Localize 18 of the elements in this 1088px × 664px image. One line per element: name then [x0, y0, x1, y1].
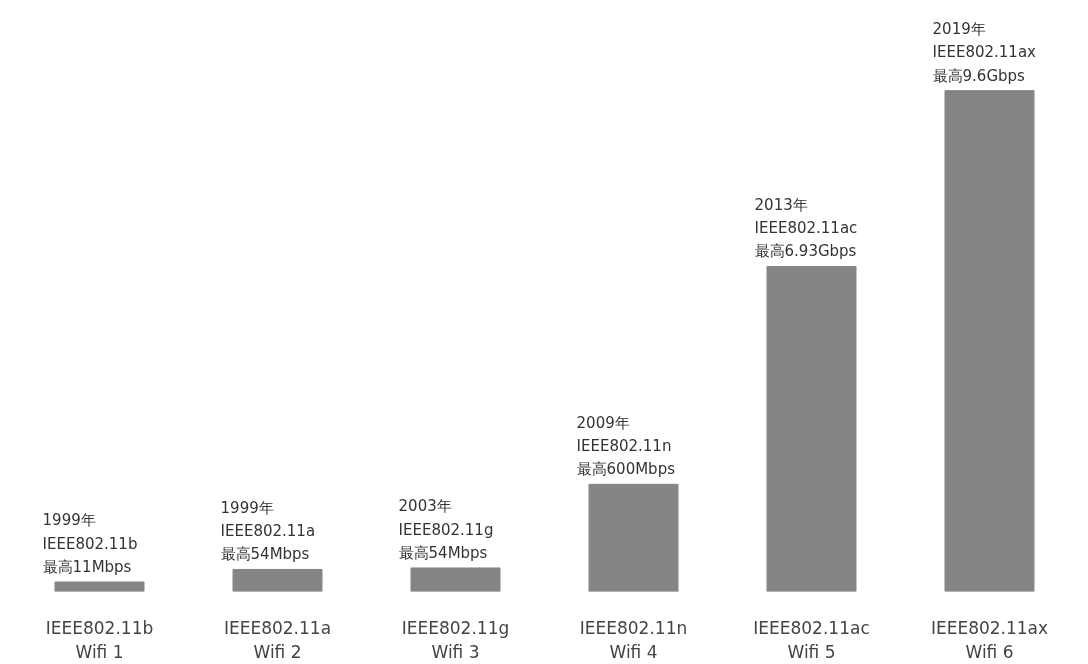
bar — [588, 483, 679, 592]
x-tick-label: IEEE802.11g Wifi 3 — [401, 617, 510, 662]
bar — [410, 567, 501, 592]
annotation: 2003年 IEEE802.11g 最高54Mbps — [398, 497, 494, 562]
annotation: 2013年 IEEE802.11ac 最高6.93Gbps — [754, 195, 858, 261]
x-tick-label: IEEE802.11ax Wifi 6 — [930, 617, 1049, 662]
bar — [54, 581, 145, 592]
annotation: 1999年 IEEE802.11a 最高54Mbps — [220, 498, 316, 564]
x-tick-label: IEEE802.11a Wifi 2 — [223, 617, 332, 662]
bar — [944, 90, 1035, 592]
x-tick-label: IEEE802.11n Wifi 4 — [579, 617, 688, 662]
x-tick-label: IEEE802.11ac Wifi 5 — [753, 617, 870, 662]
annotation: 2009年 IEEE802.11n 最高600Mbps — [576, 413, 676, 479]
bar — [766, 265, 857, 592]
bar — [232, 568, 323, 592]
annotation: 2019年 IEEE802.11ax 最高9.6Gbps — [932, 19, 1037, 85]
annotation: 1999年 IEEE802.11b 最高11Mbps — [42, 511, 138, 576]
x-tick-label: IEEE802.11b Wifi 1 — [45, 617, 154, 662]
